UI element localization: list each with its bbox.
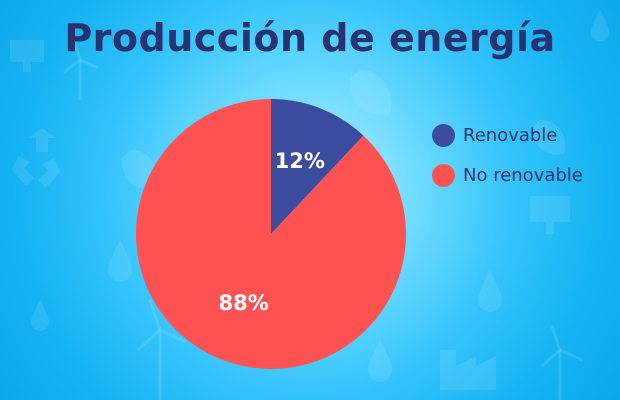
- pie-slice-renovable: [271, 99, 364, 234]
- pie-slice-no-renovable: [135, 99, 406, 370]
- recycle-icon: [12, 128, 60, 188]
- leaf-icon: [349, 70, 391, 115]
- water-drop-icon: [478, 270, 502, 312]
- solar-panel-icon: [10, 40, 44, 72]
- water-drop-icon: [31, 300, 49, 331]
- water-drop-icon: [368, 340, 392, 382]
- wind-turbine-icon: [136, 299, 187, 400]
- leaf-icon: [533, 120, 565, 155]
- chart-title: Producción de energía: [64, 16, 556, 60]
- legend-label-renovable: Renovable: [463, 124, 558, 146]
- solar-panel-icon: [530, 196, 570, 234]
- wind-turbine-icon: [541, 325, 583, 400]
- factory-icon: [440, 350, 496, 390]
- legend: Renovable No renovable: [432, 122, 612, 202]
- legend-item-no-renovable: No renovable: [432, 162, 612, 188]
- water-drop-icon: [591, 10, 609, 41]
- legend-label-no-renovable: No renovable: [463, 164, 583, 186]
- legend-item-renovable: Renovable: [432, 122, 612, 148]
- legend-swatch-renovable: [432, 123, 455, 147]
- slice-label-no-renovable: 88%: [219, 291, 269, 315]
- legend-swatch-no-renovable: [432, 163, 455, 187]
- wind-turbine-icon: [63, 39, 99, 100]
- water-drop-icon: [108, 240, 132, 282]
- slice-label-renovable: 12%: [275, 149, 325, 173]
